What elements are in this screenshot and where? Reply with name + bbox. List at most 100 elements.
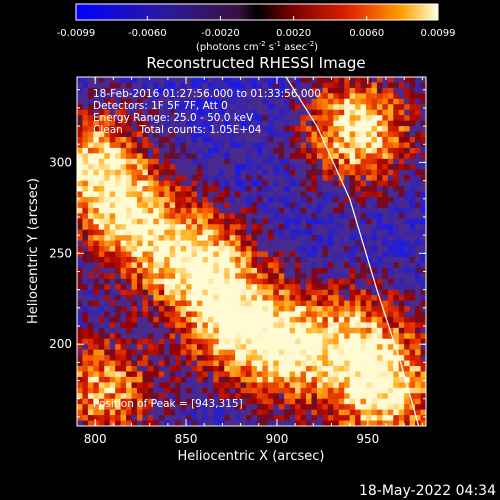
heatmap-cell <box>256 382 263 389</box>
heatmap-cell <box>289 327 296 334</box>
heatmap-cell <box>115 273 122 280</box>
heatmap-cell <box>327 224 334 231</box>
heatmap-cell <box>251 82 258 89</box>
heatmap-cell <box>207 246 214 252</box>
heatmap-cell <box>196 256 203 263</box>
heatmap-cell <box>120 213 127 220</box>
heatmap-cell <box>136 306 143 312</box>
heatmap-cell <box>289 376 296 383</box>
heatmap-cell <box>278 366 285 372</box>
heatmap-cell <box>273 284 280 291</box>
heatmap-cell <box>284 251 291 258</box>
heatmap-cell <box>284 376 291 383</box>
heatmap-cell <box>175 115 182 122</box>
heatmap-cell <box>371 115 378 122</box>
heatmap-cell <box>251 355 258 361</box>
heatmap-cell <box>240 164 247 171</box>
heatmap-cell <box>147 136 154 143</box>
heatmap-cell <box>251 164 258 171</box>
heatmap-cell <box>207 126 214 132</box>
heatmap-cell <box>415 175 421 182</box>
heatmap-cell <box>147 306 154 312</box>
heatmap-cell <box>229 278 236 285</box>
heatmap-cell <box>295 366 301 372</box>
heatmap-cell <box>256 311 263 318</box>
heatmap-cell <box>376 131 383 138</box>
heatmap-cell <box>376 186 383 192</box>
heatmap-cell <box>415 147 421 154</box>
heatmap-cell <box>158 393 165 400</box>
heatmap-cell <box>316 267 323 274</box>
heatmap-cell <box>251 202 258 209</box>
heatmap-cell <box>393 289 400 296</box>
y-tick-label: 300 <box>49 155 72 169</box>
heatmap-cell <box>420 278 426 285</box>
heatmap-cell <box>289 93 296 100</box>
heatmap-cell <box>382 82 389 89</box>
heatmap-cell <box>218 398 225 405</box>
heatmap-cell <box>355 235 361 241</box>
heatmap-cell <box>240 115 247 122</box>
heatmap-cell <box>120 82 127 89</box>
heatmap-cell <box>186 404 192 411</box>
heatmap-cell <box>98 327 105 334</box>
heatmap-cell <box>115 240 122 247</box>
heatmap-cell <box>109 158 116 165</box>
heatmap-cell <box>109 262 116 269</box>
heatmap-cell <box>300 246 307 252</box>
heatmap-cell <box>327 77 334 83</box>
heatmap-cell <box>289 284 296 291</box>
heatmap-cell <box>382 398 389 405</box>
heatmap-cell <box>235 82 241 89</box>
heatmap-cell <box>169 218 176 225</box>
heatmap-cell <box>251 147 258 154</box>
heatmap-cell <box>175 366 182 372</box>
heatmap-cell <box>169 169 176 176</box>
heatmap-cell <box>344 376 351 383</box>
heatmap-cell <box>349 104 356 111</box>
heatmap-cell <box>120 344 127 351</box>
heatmap-cell <box>360 98 367 105</box>
heatmap-cell <box>371 338 378 345</box>
heatmap-cell <box>311 267 318 274</box>
heatmap-cell <box>229 273 236 280</box>
heatmap-cell <box>327 115 334 122</box>
heatmap-cell <box>169 207 176 214</box>
heatmap-cell <box>109 338 116 345</box>
heatmap-cell <box>147 87 154 94</box>
heatmap-cell <box>256 131 263 138</box>
heatmap-cell <box>322 267 329 274</box>
heatmap-cell <box>409 251 416 258</box>
heatmap-cell <box>344 109 351 116</box>
heatmap-cell <box>191 289 198 296</box>
heatmap-cell <box>300 366 307 372</box>
heatmap-cell <box>415 207 421 214</box>
heatmap-cell <box>186 398 192 405</box>
heatmap-cell <box>98 289 105 296</box>
heatmap-cell <box>327 240 334 247</box>
heatmap-cell <box>224 262 231 269</box>
heatmap-cell <box>322 120 329 127</box>
heatmap-cell <box>322 196 329 203</box>
heatmap-cell <box>267 98 274 105</box>
heatmap-cell <box>115 404 122 411</box>
heatmap-cell <box>344 366 351 372</box>
heatmap-cell <box>371 262 378 269</box>
heatmap-cell <box>251 306 258 312</box>
heatmap-cell <box>235 196 241 203</box>
heatmap-cell <box>256 360 263 367</box>
heatmap-cell <box>267 240 274 247</box>
heatmap-cell <box>93 344 100 351</box>
heatmap-cell <box>229 196 236 203</box>
heatmap-cell <box>376 316 383 323</box>
heatmap-cell <box>77 98 83 105</box>
heatmap-cell <box>131 126 138 132</box>
heatmap-cell <box>147 360 154 367</box>
heatmap-cell <box>229 104 236 111</box>
heatmap-cell <box>180 382 187 389</box>
heatmap-cell <box>316 191 323 198</box>
heatmap-cell <box>387 147 394 154</box>
heatmap-cell <box>153 229 160 236</box>
heatmap-cell <box>262 360 269 367</box>
heatmap-cell <box>387 186 394 192</box>
